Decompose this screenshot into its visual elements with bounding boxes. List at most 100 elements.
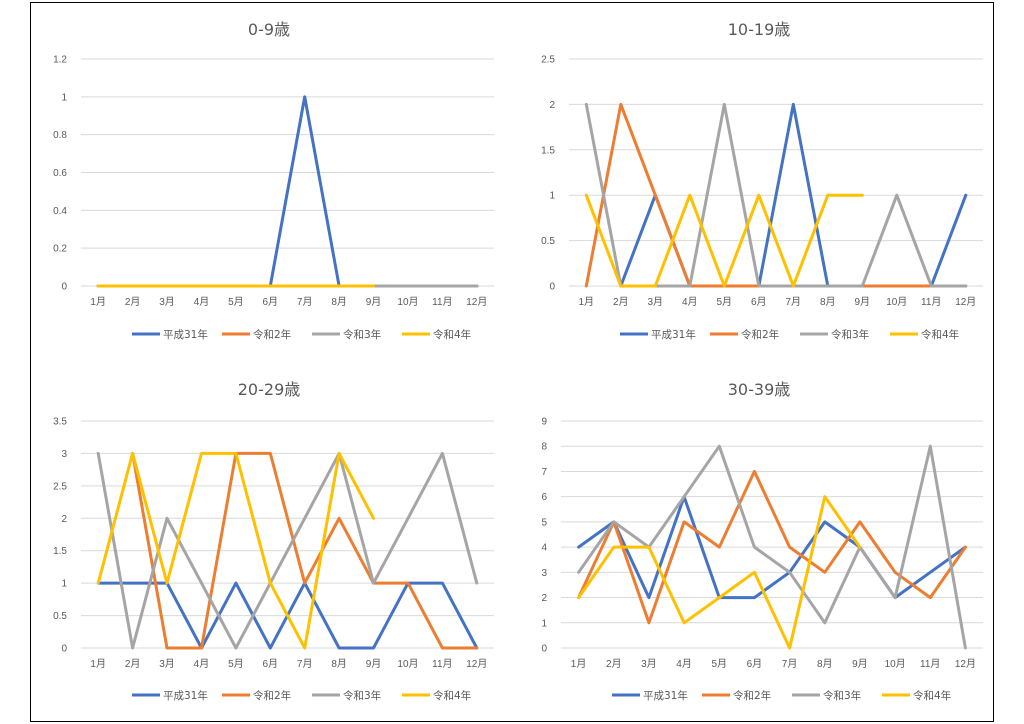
x-tick-label: 6月 — [263, 658, 279, 670]
legend-label: 令和4年 — [913, 689, 951, 702]
x-tick-label: 11月 — [921, 296, 941, 308]
y-tick-label: 0.5 — [541, 236, 555, 247]
chart-panel-2: 20-29歳 0 0.5 1 1.5 2 2.5 3 3.5 1月 2月 3月 4月 5月 6月 7月 8月 9月… — [53, 380, 494, 702]
legend-label: 令和4年 — [433, 689, 471, 702]
y-tick-label: 7 — [541, 467, 547, 478]
legend-label: 令和2年 — [253, 689, 291, 702]
x-tick-label: 10月 — [397, 658, 418, 670]
x-tick-label: 2月 — [613, 296, 629, 308]
legend-label: 令和3年 — [823, 689, 861, 702]
x-tick-label: 12月 — [466, 296, 487, 308]
x-tick-label: 11月 — [920, 658, 940, 670]
series-line — [577, 444, 967, 650]
chart-title: 10-19歳 — [728, 20, 791, 39]
y-tick-label: 0.4 — [53, 206, 67, 217]
chart-panel-3: 30-39歳 0 1 2 3 4 5 6 7 8 9 1月 2月 3月 4月 5月 6月 7月 8月 9月 10月 11月… — [541, 380, 983, 702]
x-tick-label: 1月 — [90, 658, 106, 670]
x-tick-label: 7月 — [297, 658, 313, 670]
x-tick-label: 4月 — [682, 296, 698, 308]
x-tick-label: 3月 — [159, 658, 175, 670]
chart-title: 30-39歳 — [728, 380, 791, 399]
x-tick-label: 1月 — [90, 296, 106, 308]
x-tick-label: 5月 — [716, 296, 732, 308]
x-tick-label: 6月 — [263, 296, 279, 308]
series-line — [96, 451, 375, 650]
y-tick-label: 0.6 — [53, 168, 67, 179]
chart-title: 0-9歳 — [248, 20, 290, 39]
x-tick-label: 7月 — [297, 296, 313, 308]
y-tick-label: 9 — [541, 417, 547, 428]
legend-label: 令和3年 — [343, 328, 381, 341]
legend-label: 令和2年 — [733, 689, 771, 702]
x-tick-label: 10月 — [886, 296, 907, 308]
y-tick-label: 2 — [541, 593, 547, 604]
x-tick-label: 10月 — [397, 296, 418, 308]
x-tick-label: 2月 — [125, 658, 141, 670]
y-tick-label: 2 — [549, 100, 555, 111]
x-tick-label: 11月 — [432, 658, 452, 670]
legend-label: 令和3年 — [831, 328, 869, 341]
y-tick-label: 1 — [61, 579, 67, 590]
chart-panel-0: 0-9歳 0 0.2 0.4 0.6 0.8 1 1.2 1月 2月 3月 4月 5月 6月 7月 8月 9月 1… — [53, 20, 494, 341]
y-tick-label: 0 — [61, 644, 67, 655]
y-tick-label: 1 — [541, 618, 547, 629]
series-line — [131, 451, 479, 650]
chart-panel-1: 10-19歳 0 0.5 1 1.5 2 2.5 1月 2月 3月 4月 5月 6月 7月 8月 9月 10月 1… — [541, 20, 983, 341]
x-tick-label: 7月 — [785, 296, 801, 308]
legend-label: 令和4年 — [921, 328, 959, 341]
x-tick-label: 9月 — [366, 296, 382, 308]
y-tick-label: 0 — [541, 644, 547, 655]
x-tick-label: 8月 — [820, 296, 836, 308]
x-tick-label: 12月 — [955, 296, 976, 308]
x-tick-label: 5月 — [711, 658, 727, 670]
y-tick-label: 0.5 — [53, 611, 67, 622]
y-tick-label: 4 — [541, 543, 547, 554]
x-tick-label: 3月 — [159, 296, 175, 308]
chart-sheet: 0-9歳 0 0.2 0.4 0.6 0.8 1 1.2 1月 2月 3月 4月 5月 6月 7月 8月 9月 1… — [30, 2, 994, 722]
legend-label: 令和3年 — [343, 689, 381, 702]
series-line — [96, 451, 479, 650]
x-tick-label: 11月 — [432, 296, 452, 308]
y-tick-label: 2 — [61, 514, 67, 525]
x-tick-label: 4月 — [194, 658, 210, 670]
legend-label: 令和2年 — [253, 328, 291, 341]
y-tick-label: 1.5 — [53, 546, 67, 557]
x-tick-label: 8月 — [331, 658, 347, 670]
x-tick-label: 2月 — [125, 296, 141, 308]
y-tick-label: 1.2 — [53, 55, 67, 66]
x-tick-label: 7月 — [782, 658, 798, 670]
y-tick-label: 1 — [61, 92, 67, 103]
x-tick-label: 10月 — [885, 658, 906, 670]
x-tick-label: 9月 — [852, 658, 868, 670]
legend-label: 平成31年 — [651, 328, 696, 341]
x-tick-label: 4月 — [676, 658, 692, 670]
legend-label: 平成31年 — [643, 689, 688, 702]
y-tick-label: 2.5 — [53, 481, 67, 492]
series-line — [584, 193, 864, 288]
x-tick-label: 5月 — [228, 296, 244, 308]
x-tick-label: 2月 — [606, 658, 622, 670]
x-tick-label: 12月 — [955, 658, 976, 670]
y-tick-label: 8 — [541, 442, 547, 453]
series-line — [96, 95, 479, 288]
y-tick-label: 2.5 — [541, 55, 555, 66]
y-tick-label: 3.5 — [53, 417, 67, 428]
x-tick-label: 9月 — [366, 658, 382, 670]
y-tick-label: 6 — [541, 492, 547, 503]
legend-label: 令和2年 — [741, 328, 779, 341]
y-tick-label: 0 — [61, 282, 67, 293]
legend-label: 令和4年 — [433, 328, 471, 341]
legend-label: 平成31年 — [163, 328, 208, 341]
x-tick-label: 9月 — [854, 296, 870, 308]
y-tick-label: 0 — [549, 282, 555, 293]
x-tick-label: 4月 — [194, 296, 210, 308]
x-tick-label: 12月 — [466, 658, 487, 670]
x-tick-label: 1月 — [578, 296, 594, 308]
x-tick-label: 8月 — [331, 296, 347, 308]
x-tick-label: 3月 — [641, 658, 657, 670]
y-tick-label: 1 — [549, 191, 555, 202]
x-tick-label: 6月 — [751, 296, 767, 308]
x-tick-label: 1月 — [571, 658, 587, 670]
series-line — [577, 495, 967, 600]
